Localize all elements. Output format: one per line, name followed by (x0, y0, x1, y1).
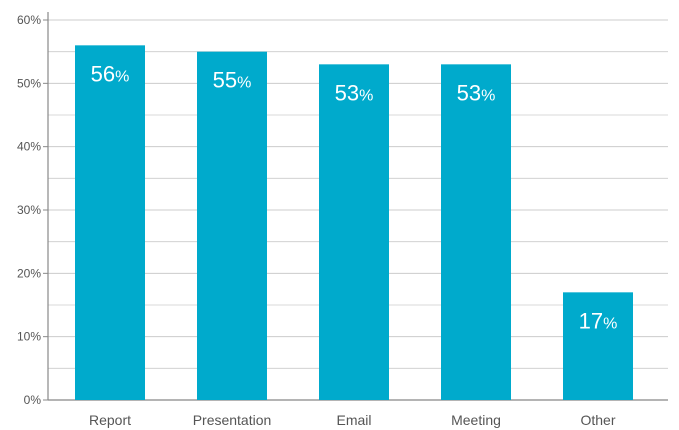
data-label-value: 17 (579, 308, 603, 333)
x-tick-label-report: Report (89, 412, 131, 428)
bar-email (319, 64, 389, 400)
y-tick-label: 60% (17, 13, 41, 27)
data-label-value: 53 (335, 80, 359, 105)
x-tick-label-meeting: Meeting (451, 412, 501, 428)
data-label-meeting: 53% (457, 80, 496, 105)
data-labels: 56% 55% 53% 53%17% (91, 61, 618, 333)
data-label-report: 56% (91, 61, 130, 86)
bar-meeting (441, 64, 511, 400)
data-label-suffix: % (115, 68, 129, 85)
bars (75, 45, 633, 401)
bar-other (563, 292, 633, 400)
y-tick-label: 40% (17, 140, 41, 154)
y-tick-label: 0% (24, 393, 42, 407)
data-label-suffix: % (603, 315, 617, 332)
data-label-value: 55 (213, 68, 237, 93)
data-label-presentation: 55% (213, 68, 252, 93)
data-label-suffix: % (359, 87, 373, 104)
data-label-value: 53 (457, 80, 481, 105)
y-tick-label: 30% (17, 203, 41, 217)
y-tick-label: 50% (17, 76, 41, 90)
x-tick-label-other: Other (580, 412, 615, 428)
data-label-value: 56 (91, 61, 115, 86)
data-label-email: 53% (335, 80, 374, 105)
y-tick-label: 10% (17, 330, 41, 344)
bar-presentation (197, 51, 267, 401)
y-tick-labels: 0% 10% 20% 30% 40% 50% 60% (17, 13, 41, 407)
x-tick-label-email: Email (336, 412, 371, 428)
x-tick-label-presentation: Presentation (193, 412, 272, 428)
bar-report (75, 45, 145, 400)
data-label-suffix: % (481, 87, 495, 104)
y-tick-label: 20% (17, 266, 41, 280)
category-labels: Report Presentation Email Meeting Other (89, 412, 616, 428)
data-label-suffix: % (237, 75, 251, 92)
data-label-other: 17% (579, 308, 618, 333)
